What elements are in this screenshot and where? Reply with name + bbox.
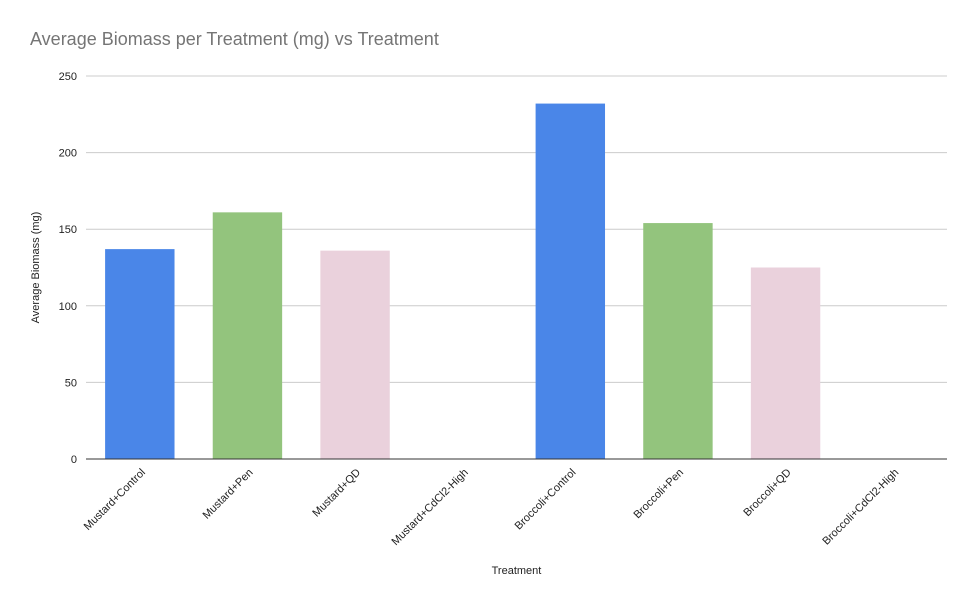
y-tick-label: 100 (59, 301, 77, 313)
x-tick-label: Broccoli+Pen (632, 467, 687, 522)
x-tick-label: Mustard+CdCl2-High (389, 467, 470, 548)
chart-title: Average Biomass per Treatment (mg) vs Tr… (30, 29, 439, 49)
x-tick-label: Broccoli+CdCl2-High (820, 467, 901, 548)
bar-mustard-control (105, 249, 175, 459)
bar-mustard-pen (212, 212, 283, 459)
bars (105, 103, 821, 460)
y-tick-label: 250 (59, 71, 77, 83)
x-tick-label: Mustard+QD (310, 467, 363, 520)
y-axis-ticks: 0 50 100 150 200 250 (59, 71, 77, 466)
x-axis-title: Treatment (492, 565, 542, 577)
y-axis-title: Average Biomass (mg) (30, 212, 42, 324)
y-tick-label: 150 (59, 224, 77, 236)
y-tick-label: 0 (71, 454, 77, 466)
y-tick-label: 50 (65, 377, 77, 389)
bar-broccoli-qd (750, 267, 821, 459)
bar-broccoli-control (535, 103, 606, 460)
x-tick-label: Mustard+Pen (201, 467, 256, 522)
x-tick-label: Broccoli+QD (741, 467, 793, 519)
x-tick-label: Broccoli+Control (513, 467, 579, 533)
y-tick-label: 200 (59, 148, 77, 160)
x-axis-ticks: Mustard+Control Mustard+Pen Mustard+QD Must… (82, 467, 902, 548)
bar-broccoli-pen (643, 223, 713, 459)
bar-mustard-qd (320, 250, 390, 459)
x-tick-label: Mustard+Control (82, 467, 148, 533)
